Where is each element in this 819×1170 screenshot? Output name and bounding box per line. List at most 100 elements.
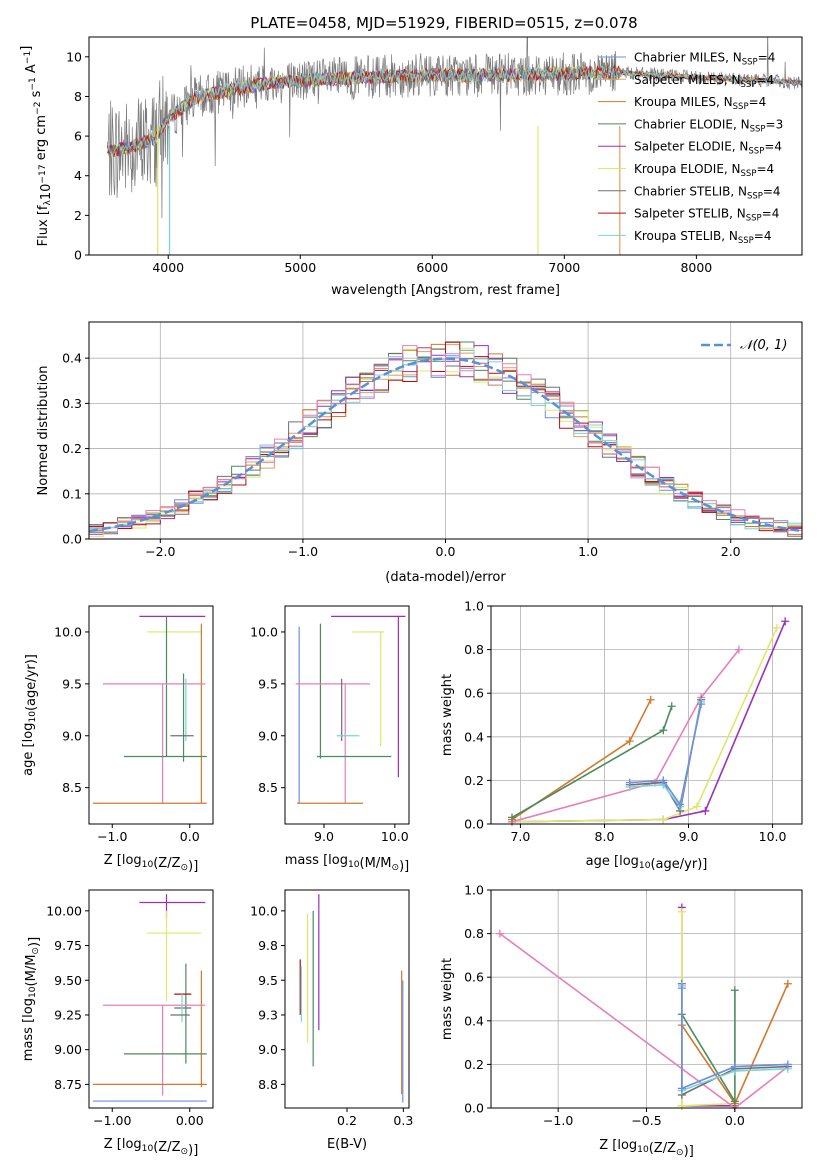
y-tick-label: 4 xyxy=(74,168,82,183)
y-tick-label: 2 xyxy=(74,208,82,223)
x-tick-label: 4000 xyxy=(152,260,184,275)
y-tick-label: 0.1 xyxy=(62,486,82,501)
x-tick-label: −0.5 xyxy=(631,1113,661,1128)
weight-line-chabrier-elodie xyxy=(511,706,673,819)
mass-vs-Z-frame xyxy=(88,889,214,1109)
data-point xyxy=(730,986,739,995)
y-tick-label: 9.00 xyxy=(54,1042,82,1057)
weight-vs-Z-ylabel: mass weight xyxy=(440,958,455,1040)
y-tick-label: 8.75 xyxy=(54,1077,82,1092)
x-tick-label: 7.0 xyxy=(510,829,530,844)
legend-entry: Chabrier ELODIE, NSSP=3 xyxy=(634,117,783,134)
data-point xyxy=(659,726,668,735)
y-tick-label: 0.3 xyxy=(62,396,82,411)
data-point xyxy=(730,1097,739,1106)
y-tick-label: 9.8 xyxy=(258,938,278,953)
data-point xyxy=(730,1062,739,1071)
age-vs-Z-errorbars xyxy=(92,615,207,804)
data-point xyxy=(659,815,668,824)
legend-entry: Salpeter ELODIE, NSSP=4 xyxy=(634,140,782,157)
data-point xyxy=(783,1060,792,1069)
x-tick-label: −2.0 xyxy=(145,544,175,559)
age-vs-mass-frame xyxy=(284,605,410,825)
y-tick-label: 6 xyxy=(74,129,82,144)
age-vs-mass-xlabel: mass [log10(M/M⊙)] xyxy=(285,853,409,874)
y-tick-label: 8.5 xyxy=(258,780,278,795)
y-tick-label: 0.8 xyxy=(464,926,484,941)
y-tick-label: 9.3 xyxy=(258,1007,278,1022)
weight-vs-age-xlabel: age [log10(age/yr)] xyxy=(586,854,708,872)
data-point xyxy=(625,737,634,746)
legend-entry: Salpeter MILES, NSSP=4 xyxy=(634,73,774,90)
mass-vs-EBV-frame xyxy=(284,889,410,1109)
legend-entry: Chabrier STELIB, NSSP=4 xyxy=(634,184,781,201)
weight-vs-age-axes xyxy=(491,605,802,825)
y-tick-label: 0.0 xyxy=(464,817,484,832)
y-tick-label: 0 xyxy=(74,248,82,263)
x-tick-label: 8000 xyxy=(680,260,712,275)
y-tick-label: 8.5 xyxy=(62,780,82,795)
y-tick-label: 0.6 xyxy=(464,686,484,701)
x-tick-label: −1.00 xyxy=(93,1113,131,1128)
age-vs-mass-errorbars xyxy=(295,615,406,804)
data-point xyxy=(659,776,668,785)
y-tick-label: 9.75 xyxy=(54,938,82,953)
x-tick-label: 10.0 xyxy=(759,829,787,844)
y-tick-label: 0.4 xyxy=(464,1013,484,1028)
y-tick-label: 0.0 xyxy=(62,532,82,547)
spectrum-model-kroupa-stelib xyxy=(107,65,802,157)
x-tick-label: 0.2 xyxy=(337,1113,357,1128)
y-tick-label: 10.0 xyxy=(250,903,278,918)
data-point xyxy=(783,979,792,988)
y-tick-label: 0.4 xyxy=(464,729,484,744)
weight-line-extra xyxy=(511,649,740,823)
data-point xyxy=(692,802,701,811)
data-point xyxy=(701,806,710,815)
weight-vs-age-ylabel: mass weight xyxy=(440,674,455,756)
legend-entry: 𝒩(0, 1) xyxy=(740,338,787,353)
mass-vs-Z-xlabel: Z [log10(Z/Z⊙)] xyxy=(104,1137,199,1158)
y-tick-label: 0.2 xyxy=(62,441,82,456)
x-tick-label: −1.0 xyxy=(97,829,127,844)
data-point xyxy=(677,984,686,993)
legend-entry: Kroupa ELODIE, NSSP=4 xyxy=(634,162,774,179)
legend-entry: Chabrier MILES, NSSP=4 xyxy=(634,51,775,68)
x-tick-label: 0.3 xyxy=(393,1113,413,1128)
data-point xyxy=(781,617,790,626)
x-tick-label: 0.0 xyxy=(436,544,456,559)
y-tick-label: 1.0 xyxy=(464,883,484,898)
y-tick-label: 8 xyxy=(74,89,82,104)
y-tick-label: 0.6 xyxy=(464,970,484,985)
y-tick-label: 10.00 xyxy=(46,903,82,918)
y-tick-label: 9.5 xyxy=(62,676,82,691)
y-tick-label: 9.50 xyxy=(54,973,82,988)
x-tick-label: 8.0 xyxy=(595,829,615,844)
spectrum-xlabel: wavelength [Angstrom, rest frame] xyxy=(331,283,560,298)
y-tick-label: 0.4 xyxy=(62,351,82,366)
figure-title: PLATE=0458, MJD=51929, FIBERID=0515, z=0… xyxy=(250,14,637,32)
mass-vs-EBV-xlabel: E(B-V) xyxy=(327,1137,367,1152)
weight-line-chabrier-miles xyxy=(680,988,788,1090)
residual-histograms xyxy=(89,341,802,539)
spectrum-frame xyxy=(88,36,803,256)
data-point xyxy=(734,645,743,654)
age-vs-Z-xlabel: Z [log10(Z/Z⊙)] xyxy=(104,853,199,874)
y-tick-label: 10.0 xyxy=(250,624,278,639)
histogram-extra xyxy=(89,345,802,536)
spectrum-legend: Chabrier MILES, NSSP=4 Salpeter MILES, NS… xyxy=(598,51,783,246)
data-point xyxy=(646,695,655,704)
x-tick-label: −1.0 xyxy=(543,1113,573,1128)
y-tick-label: 0.2 xyxy=(464,773,484,788)
y-tick-label: 9.5 xyxy=(258,676,278,691)
mass-vs-Z-errorbars xyxy=(92,894,207,1102)
data-point xyxy=(677,907,686,916)
data-point xyxy=(508,813,517,822)
y-tick-label: 9.5 xyxy=(258,973,278,988)
data-point xyxy=(667,702,676,711)
y-tick-label: 8.8 xyxy=(258,1077,278,1092)
weight-vs-age-frame xyxy=(490,605,803,825)
legend-entry: Kroupa STELIB, NSSP=4 xyxy=(634,229,772,246)
data-point xyxy=(676,800,685,809)
weight-vs-Z-axes xyxy=(491,889,802,1109)
